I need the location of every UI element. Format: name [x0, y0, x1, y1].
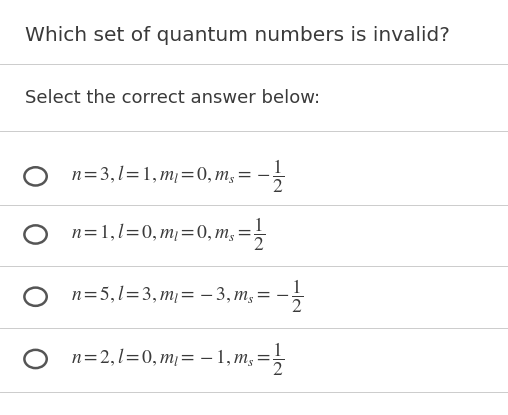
- Text: $n = 2, l = 0, m_l = -1, m_s = \dfrac{1}{2}$: $n = 2, l = 0, m_l = -1, m_s = \dfrac{1}…: [71, 340, 284, 378]
- Text: $n = 3, l = 1, m_l = 0, m_s = -\dfrac{1}{2}$: $n = 3, l = 1, m_l = 0, m_s = -\dfrac{1}…: [71, 158, 284, 195]
- Text: $n = 1, l = 0, m_l = 0, m_s = \dfrac{1}{2}$: $n = 1, l = 0, m_l = 0, m_s = \dfrac{1}{…: [71, 216, 265, 253]
- Text: $n = 5, l = 3, m_l = -3, m_s = -\dfrac{1}{2}$: $n = 5, l = 3, m_l = -3, m_s = -\dfrac{1…: [71, 278, 303, 315]
- Text: Select the correct answer below:: Select the correct answer below:: [25, 88, 321, 107]
- Text: Which set of quantum numbers is invalid?: Which set of quantum numbers is invalid?: [25, 26, 450, 45]
